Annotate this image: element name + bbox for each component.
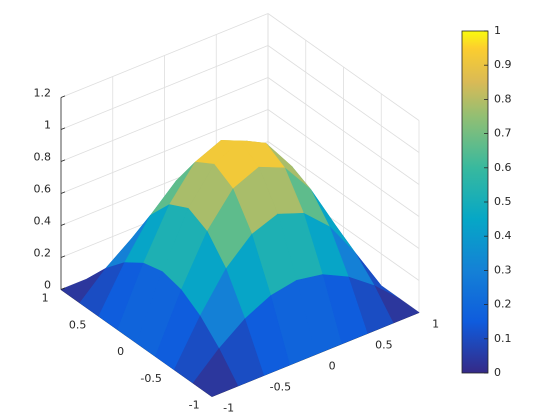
colorbar-tick-label: 0.7 [494,127,512,140]
colorbar-tick-label: 0.1 [494,332,512,345]
surface [60,140,420,397]
tick-mark [60,159,66,162]
colorbar-tick-label: 0.3 [494,263,512,276]
colorbar-tick-label: 0.4 [494,229,512,242]
z-tick-label: 1 [44,119,51,132]
grid-line [60,77,269,162]
y-tick-label: -1 [189,399,200,412]
y-tick-label: 0.5 [69,318,87,331]
y-tick-label: 1 [42,292,49,305]
colorbar-ticks: 0 0.1 0.2 0.3 0.4 0.5 0.6 0.7 0.8 0.9 1 [484,24,512,379]
grid-line [60,45,269,130]
x-tick-label: 0.5 [375,338,393,351]
z-tick-label: 0 [44,279,51,292]
tick-mark [60,287,66,290]
tick-mark [60,95,66,98]
z-tick-label: 0.2 [34,247,52,260]
x-tick-label: 0 [329,359,336,372]
grid-line [267,109,420,217]
grid-line [60,109,269,194]
grid-line [60,13,269,98]
z-tick-label: 0.4 [34,215,52,228]
x-tick-label: -0.5 [270,380,291,393]
tick-mark [60,191,66,194]
colorbar-tick-label: 0 [494,366,501,379]
x-tick-label: -1 [223,401,234,414]
y-tick-label: -0.5 [140,372,161,385]
z-tick-label: 1.2 [34,87,52,100]
tick-mark [60,255,66,258]
colorbar-tick-label: 0.8 [494,92,512,105]
grid-line [267,13,420,121]
colorbar-tick-label: 0.2 [494,298,512,311]
z-tick-label: 0.8 [34,151,52,164]
z-tick-label: 0.6 [34,183,52,196]
tick-mark [60,127,66,130]
tick-mark [60,223,66,226]
surface-patch [192,348,239,397]
y-tick-label: 0 [117,345,124,358]
colorbar-tick-label: 0.5 [494,195,512,208]
grid-line [267,45,420,153]
grid-line [267,141,420,249]
grid-line [267,77,420,185]
colorbar-tick-label: 1 [494,24,501,37]
colorbar-tick-label: 0.9 [494,58,512,71]
colorbar-tick-label: 0.6 [494,161,512,174]
x-tick-label: 1 [432,317,439,330]
